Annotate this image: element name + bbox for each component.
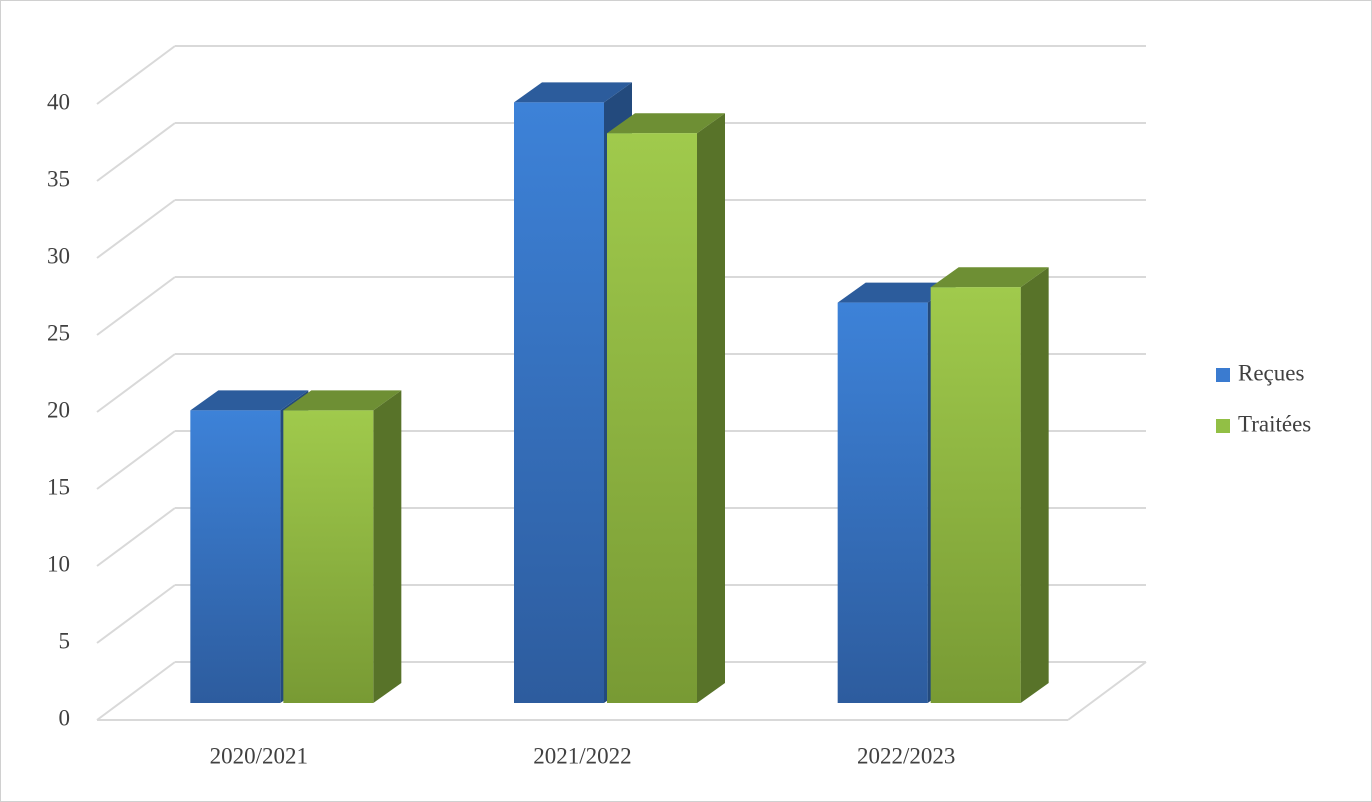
- legend-label: Reçues: [1238, 360, 1304, 385]
- bar: [283, 410, 374, 703]
- bar: [837, 302, 928, 703]
- bar-side: [1020, 267, 1049, 703]
- grid-line: [96, 661, 176, 721]
- bar-side: [697, 113, 725, 703]
- bar: [190, 410, 281, 703]
- grid-line: [96, 45, 176, 105]
- y-tick-label: 10: [47, 551, 70, 576]
- y-tick-label: 15: [47, 474, 70, 499]
- bar: [930, 287, 1021, 703]
- bar-top: [190, 390, 309, 411]
- legend-swatch: [1216, 368, 1230, 382]
- y-tick-label: 30: [47, 243, 70, 268]
- y-tick-label: 40: [47, 89, 70, 114]
- grid-line: [96, 584, 176, 644]
- bar-top: [930, 267, 1049, 288]
- y-tick-label: 25: [47, 320, 70, 345]
- bar-top: [283, 390, 402, 411]
- x-tick-label: 2022/2023: [857, 743, 955, 768]
- legend-label: Traitées: [1238, 411, 1311, 436]
- grid-line: [96, 276, 176, 336]
- floor-edge: [1067, 661, 1147, 721]
- y-tick-label: 0: [59, 705, 71, 730]
- y-tick-label: 5: [59, 628, 71, 653]
- x-tick-label: 2020/2021: [210, 743, 308, 768]
- grid-line: [96, 430, 176, 490]
- bar: [607, 133, 697, 703]
- grid-line: [96, 199, 176, 259]
- y-tick-label: 35: [47, 166, 70, 191]
- bar: [514, 102, 604, 703]
- x-tick-label: 2021/2022: [533, 743, 631, 768]
- legend-swatch: [1216, 419, 1230, 433]
- grid-line: [96, 122, 176, 182]
- bar-side: [373, 390, 402, 703]
- grid-line: [96, 507, 176, 567]
- grid-line: [96, 353, 176, 413]
- bar-top: [837, 282, 956, 303]
- bar-top: [607, 113, 725, 134]
- bar-top: [514, 82, 632, 103]
- y-tick-label: 20: [47, 397, 70, 422]
